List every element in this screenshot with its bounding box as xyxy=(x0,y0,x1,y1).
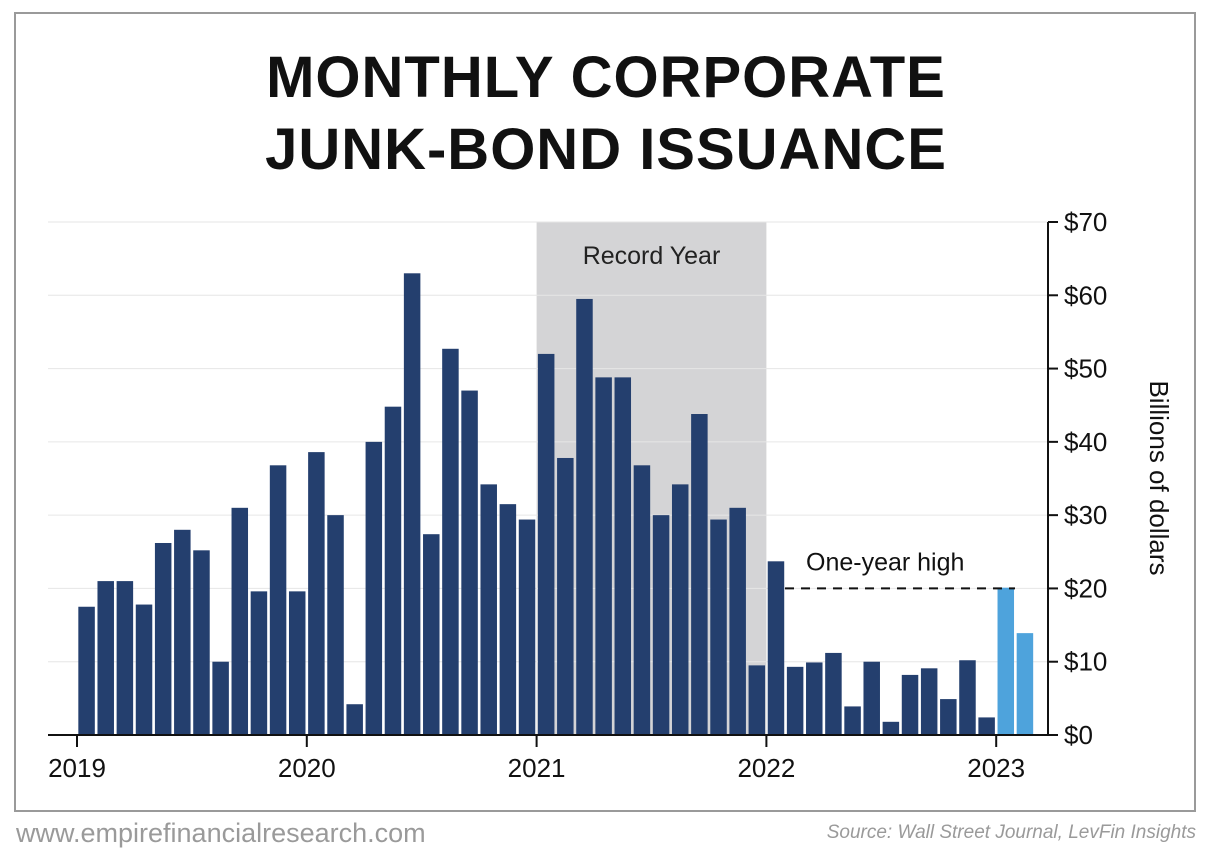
title-line-1: MONTHLY CORPORATE xyxy=(266,45,946,110)
record-year-shading xyxy=(536,222,767,735)
bar xyxy=(671,484,689,735)
bar xyxy=(288,591,306,735)
x-tick-label: 2022 xyxy=(737,753,795,783)
y-tick-label: $30 xyxy=(1064,500,1107,530)
bar xyxy=(116,581,134,735)
x-tick-label: 2023 xyxy=(967,753,1025,783)
bar xyxy=(518,519,536,735)
bar xyxy=(748,665,766,735)
bar xyxy=(269,465,287,735)
bar xyxy=(901,674,919,735)
bar xyxy=(767,561,785,735)
bar xyxy=(614,377,632,735)
bar xyxy=(940,699,957,735)
y-tick-label: $0 xyxy=(1064,720,1093,750)
bar xyxy=(97,581,114,735)
record-year-label: Record Year xyxy=(583,242,721,270)
bar xyxy=(250,591,268,735)
bar xyxy=(499,504,517,735)
y-axis-title: Billions of dollars xyxy=(1144,380,1174,575)
bar xyxy=(978,717,995,735)
y-tick-label: $70 xyxy=(1064,207,1107,237)
bar xyxy=(882,721,900,735)
bar xyxy=(212,661,229,735)
bar xyxy=(825,652,842,735)
bar xyxy=(423,534,440,735)
bar xyxy=(365,441,383,735)
bar xyxy=(346,704,363,735)
bar xyxy=(920,668,938,735)
bar xyxy=(154,542,172,735)
bar xyxy=(997,587,1015,735)
bar xyxy=(691,414,708,735)
bar xyxy=(710,519,727,735)
bar xyxy=(384,406,402,735)
bar xyxy=(652,515,670,735)
bar xyxy=(442,348,459,735)
x-tick-label: 2019 xyxy=(48,753,106,783)
bar xyxy=(327,515,344,735)
chart-title: MONTHLY CORPORATE JUNK-BOND ISSUANCE xyxy=(0,42,1212,186)
title-line-2: JUNK-BOND ISSUANCE xyxy=(265,117,947,182)
one-year-high-label: One-year high xyxy=(806,548,964,576)
y-tick-label: $10 xyxy=(1064,647,1107,677)
bar xyxy=(863,661,880,735)
bar xyxy=(786,666,804,735)
bar xyxy=(480,484,497,735)
y-tick-label: $40 xyxy=(1064,427,1107,457)
bar xyxy=(1016,633,1034,735)
bar xyxy=(174,529,191,735)
bar xyxy=(844,706,861,735)
source-note: Source: Wall Street Journal, LevFin Insi… xyxy=(826,822,1196,843)
x-tick-label: 2021 xyxy=(508,753,566,783)
bar xyxy=(959,660,976,735)
bar xyxy=(78,606,95,735)
bar xyxy=(595,377,612,735)
bar xyxy=(135,604,153,735)
x-tick-label: 2020 xyxy=(278,753,336,783)
bar xyxy=(308,452,325,735)
bar xyxy=(729,507,746,735)
bar xyxy=(576,298,593,735)
y-tick-label: $50 xyxy=(1064,354,1107,384)
y-tick-label: $60 xyxy=(1064,280,1107,310)
bar xyxy=(193,550,210,735)
website-url: www.empirefinancialresearch.com xyxy=(16,818,426,848)
bar xyxy=(633,465,651,735)
bar xyxy=(231,507,249,735)
bar xyxy=(461,390,478,735)
bar xyxy=(537,353,555,735)
bar xyxy=(806,662,823,735)
bar xyxy=(557,457,574,735)
y-tick-label: $20 xyxy=(1064,573,1107,603)
bar xyxy=(403,273,421,735)
